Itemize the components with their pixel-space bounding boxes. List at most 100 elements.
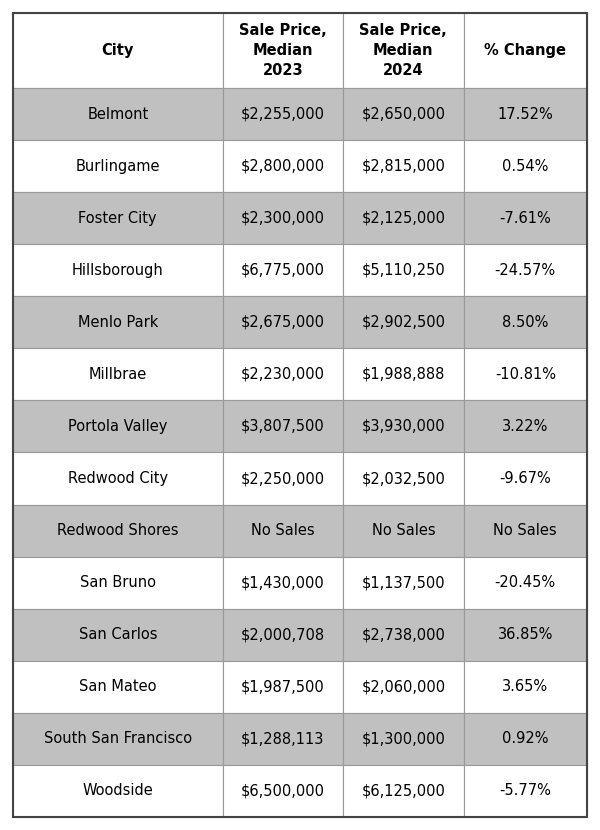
Bar bbox=[464, 608, 587, 661]
Bar bbox=[223, 296, 343, 349]
Bar bbox=[13, 400, 223, 452]
Bar bbox=[13, 557, 223, 608]
Bar bbox=[13, 765, 223, 817]
Text: $2,738,000: $2,738,000 bbox=[361, 627, 445, 642]
Text: Hillsborough: Hillsborough bbox=[72, 263, 164, 278]
Bar bbox=[343, 13, 464, 88]
Text: San Mateo: San Mateo bbox=[79, 679, 157, 695]
Bar bbox=[343, 661, 464, 713]
Bar bbox=[343, 296, 464, 349]
Bar bbox=[464, 452, 587, 505]
Bar bbox=[13, 713, 223, 765]
Bar bbox=[223, 557, 343, 608]
Text: $2,125,000: $2,125,000 bbox=[361, 211, 445, 226]
Text: $2,032,500: $2,032,500 bbox=[361, 471, 445, 486]
Text: 3.65%: 3.65% bbox=[502, 679, 548, 695]
Text: $2,800,000: $2,800,000 bbox=[241, 159, 325, 173]
Text: -20.45%: -20.45% bbox=[495, 575, 556, 590]
Text: $1,988,888: $1,988,888 bbox=[362, 367, 445, 382]
Text: -5.77%: -5.77% bbox=[499, 784, 551, 798]
Bar bbox=[13, 192, 223, 244]
Text: City: City bbox=[101, 43, 134, 58]
Bar bbox=[343, 765, 464, 817]
Text: $2,000,708: $2,000,708 bbox=[241, 627, 325, 642]
Text: $1,137,500: $1,137,500 bbox=[362, 575, 445, 590]
Bar bbox=[223, 192, 343, 244]
Bar bbox=[223, 765, 343, 817]
Text: $6,125,000: $6,125,000 bbox=[361, 784, 445, 798]
Text: $2,230,000: $2,230,000 bbox=[241, 367, 325, 382]
Bar bbox=[13, 296, 223, 349]
Text: -24.57%: -24.57% bbox=[495, 263, 556, 278]
Text: Redwood Shores: Redwood Shores bbox=[57, 523, 179, 538]
Text: $6,500,000: $6,500,000 bbox=[241, 784, 325, 798]
Text: 0.54%: 0.54% bbox=[502, 159, 548, 173]
Bar bbox=[343, 505, 464, 557]
Text: $2,650,000: $2,650,000 bbox=[361, 106, 445, 121]
Bar bbox=[13, 349, 223, 400]
Text: -10.81%: -10.81% bbox=[495, 367, 556, 382]
Text: San Bruno: San Bruno bbox=[80, 575, 156, 590]
Text: $2,675,000: $2,675,000 bbox=[241, 315, 325, 330]
Bar bbox=[343, 608, 464, 661]
Text: No Sales: No Sales bbox=[493, 523, 557, 538]
Text: $6,775,000: $6,775,000 bbox=[241, 263, 325, 278]
Bar bbox=[464, 661, 587, 713]
Text: $2,815,000: $2,815,000 bbox=[361, 159, 445, 173]
Text: 36.85%: 36.85% bbox=[497, 627, 553, 642]
Text: South San Francisco: South San Francisco bbox=[44, 731, 192, 746]
Bar bbox=[223, 661, 343, 713]
Text: $5,110,250: $5,110,250 bbox=[361, 263, 445, 278]
Text: 8.50%: 8.50% bbox=[502, 315, 548, 330]
Bar bbox=[343, 400, 464, 452]
Bar bbox=[464, 400, 587, 452]
Bar bbox=[464, 296, 587, 349]
Bar bbox=[223, 13, 343, 88]
Bar bbox=[13, 452, 223, 505]
Bar bbox=[343, 244, 464, 296]
Text: Portola Valley: Portola Valley bbox=[68, 419, 167, 434]
Text: Belmont: Belmont bbox=[87, 106, 148, 121]
Bar bbox=[223, 244, 343, 296]
Bar bbox=[13, 88, 223, 140]
Bar bbox=[343, 452, 464, 505]
Bar bbox=[464, 505, 587, 557]
Bar bbox=[464, 140, 587, 192]
Bar bbox=[343, 557, 464, 608]
Text: Millbrae: Millbrae bbox=[89, 367, 147, 382]
Bar bbox=[343, 88, 464, 140]
Text: 3.22%: 3.22% bbox=[502, 419, 548, 434]
Text: % Change: % Change bbox=[484, 43, 566, 58]
Bar bbox=[223, 349, 343, 400]
Text: San Carlos: San Carlos bbox=[79, 627, 157, 642]
Bar bbox=[223, 88, 343, 140]
Bar bbox=[13, 244, 223, 296]
Text: No Sales: No Sales bbox=[371, 523, 435, 538]
Text: Menlo Park: Menlo Park bbox=[77, 315, 158, 330]
Text: $1,300,000: $1,300,000 bbox=[361, 731, 445, 746]
Bar bbox=[464, 713, 587, 765]
Bar bbox=[223, 452, 343, 505]
Text: -7.61%: -7.61% bbox=[499, 211, 551, 226]
Bar bbox=[464, 192, 587, 244]
Text: $1,288,113: $1,288,113 bbox=[241, 731, 325, 746]
Text: $3,930,000: $3,930,000 bbox=[362, 419, 445, 434]
Bar bbox=[13, 140, 223, 192]
Text: $2,300,000: $2,300,000 bbox=[241, 211, 325, 226]
Text: 17.52%: 17.52% bbox=[497, 106, 553, 121]
Bar bbox=[223, 400, 343, 452]
Bar bbox=[13, 661, 223, 713]
Bar bbox=[343, 140, 464, 192]
Text: Woodside: Woodside bbox=[82, 784, 153, 798]
Text: $2,250,000: $2,250,000 bbox=[241, 471, 325, 486]
Bar bbox=[343, 713, 464, 765]
Bar bbox=[13, 608, 223, 661]
Bar bbox=[464, 765, 587, 817]
Bar bbox=[464, 244, 587, 296]
Bar bbox=[464, 349, 587, 400]
Text: Burlingame: Burlingame bbox=[76, 159, 160, 173]
Text: $1,430,000: $1,430,000 bbox=[241, 575, 325, 590]
Text: $3,807,500: $3,807,500 bbox=[241, 419, 325, 434]
Bar bbox=[343, 349, 464, 400]
Text: Redwood City: Redwood City bbox=[68, 471, 168, 486]
